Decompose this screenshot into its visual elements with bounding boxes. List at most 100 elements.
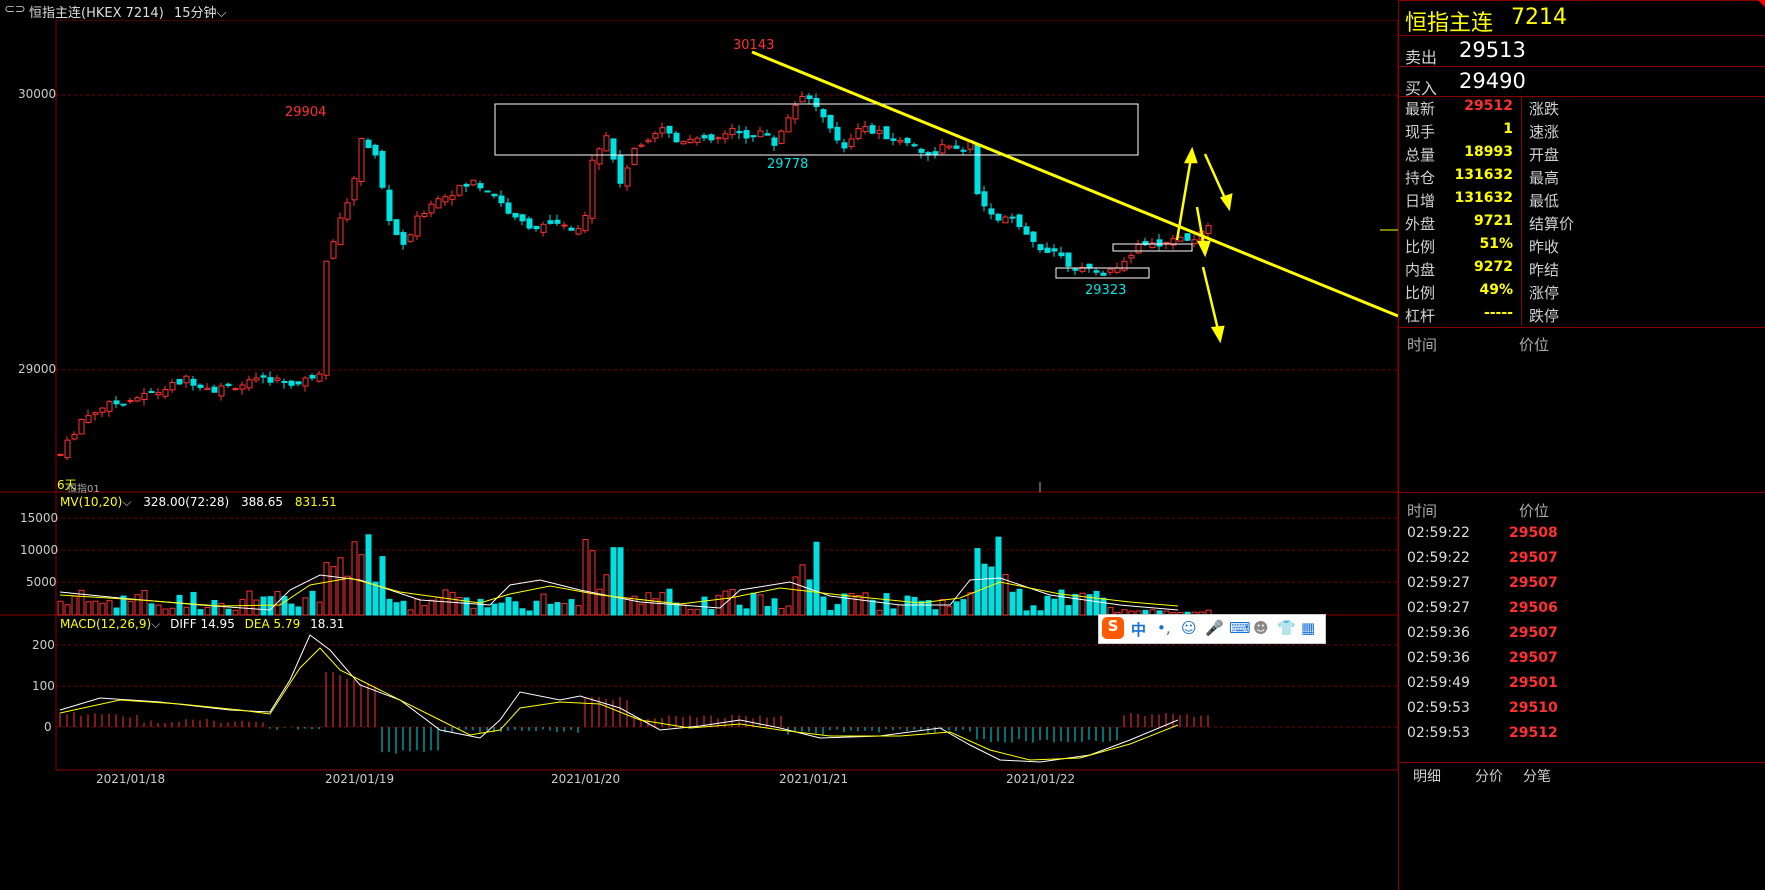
volume-bar	[589, 550, 596, 616]
quote-row-value: 9721	[1474, 213, 1513, 229]
candle-body	[526, 218, 533, 229]
date-label: 2021/01/19	[325, 772, 395, 786]
candle-body	[1121, 260, 1128, 271]
volume-bar	[638, 603, 645, 616]
candle-body	[197, 384, 204, 388]
skin-icon[interactable]: 👕	[1277, 619, 1296, 637]
volume-bar	[400, 600, 407, 616]
user-icon[interactable]: ☻	[1253, 619, 1269, 637]
candle-body	[358, 137, 365, 183]
candle-body	[463, 183, 470, 187]
volume-bar	[1002, 573, 1009, 616]
volume-bar	[498, 602, 505, 616]
vol-tick: 5000	[26, 575, 57, 589]
candle-body	[239, 384, 246, 390]
mv-legend[interactable]: MV(10,20)⌵ 328.00(72:28) 388.65 831.51	[60, 495, 337, 509]
tab-price-distribution[interactable]: 分价	[1475, 769, 1503, 785]
toolbox-icon[interactable]: ▦	[1301, 619, 1316, 637]
microphone-icon[interactable]: 🎤	[1205, 619, 1224, 637]
volume-bar	[183, 606, 190, 616]
punctuation-icon[interactable]: •,	[1157, 619, 1171, 637]
link-icon[interactable]: ⊂⊃	[4, 2, 26, 17]
candle-body	[806, 95, 813, 100]
tab-detail[interactable]: 明细	[1413, 769, 1441, 785]
volume-bar	[281, 596, 288, 616]
candle-body	[946, 145, 953, 149]
volume-bar	[1100, 597, 1107, 616]
candle-body	[1086, 263, 1093, 269]
candle-body	[183, 375, 190, 384]
macd-legend[interactable]: MACD(12,26,9)⌵ DIFF 14.95 DEA 5.79 18.31	[60, 617, 345, 631]
candle-body	[876, 129, 883, 134]
volume-bar	[414, 598, 421, 616]
volume-bar	[1058, 589, 1065, 616]
quote-row-right-label: 涨停	[1529, 284, 1560, 302]
candle-body	[890, 138, 897, 141]
volume-bar	[708, 609, 715, 616]
candle-body	[386, 189, 393, 222]
sogou-logo-icon[interactable]: S	[1102, 617, 1124, 639]
volume-bar	[92, 600, 99, 616]
volume-bar	[932, 609, 939, 616]
volume-bar	[610, 547, 617, 616]
candle-body	[785, 117, 792, 133]
candle-body	[869, 125, 876, 134]
candle-body	[659, 127, 666, 134]
kline-chart[interactable]	[0, 20, 1398, 890]
chart-header: ⊂⊃ 恒指主连(HKEX 7214) 15分钟⌵	[0, 0, 1398, 21]
emoji-icon[interactable]: ☺	[1181, 619, 1197, 637]
low-label: 29323	[1085, 283, 1127, 298]
candle-body	[694, 137, 701, 143]
corner-label: 6天	[57, 478, 77, 492]
candle-body	[64, 439, 71, 459]
quote-row-value: 131632	[1454, 167, 1513, 183]
candle-body	[1079, 266, 1086, 272]
price-label-29000: 29000	[18, 362, 57, 376]
volume-bar	[239, 598, 246, 616]
candle-body	[841, 142, 848, 149]
quote-row-label: 杠杆	[1405, 307, 1436, 325]
candle-body	[1156, 239, 1163, 247]
volume-bar	[897, 604, 904, 616]
tick-time: 02:59:36	[1407, 625, 1470, 641]
candle-body	[498, 195, 505, 204]
volume-bar	[631, 595, 638, 616]
macd-tick: 0	[44, 720, 52, 734]
volume-bar	[99, 602, 106, 616]
volume-bar	[701, 596, 708, 616]
volume-bar	[64, 604, 71, 616]
candle-body	[988, 208, 995, 215]
candle-body	[1030, 231, 1037, 242]
candle-body	[603, 135, 610, 152]
period-selector[interactable]: 15分钟⌵	[174, 6, 227, 21]
volume-bar	[862, 592, 869, 616]
candle-body	[148, 391, 155, 394]
candle-body	[169, 381, 176, 391]
breakout-box	[1112, 243, 1193, 252]
ime-toolbar[interactable]: S 中 •, ☺ 🎤 ⌨ ☻ 👕 ▦	[1098, 614, 1326, 644]
volume-bar	[911, 596, 918, 616]
candle-body	[106, 401, 113, 412]
tick-price: 29507	[1509, 650, 1558, 666]
chinese-mode-icon[interactable]: 中	[1131, 621, 1147, 639]
keyboard-icon[interactable]: ⌨	[1229, 619, 1251, 637]
quote-row-label: 现手	[1405, 123, 1436, 141]
volume-bar	[1086, 594, 1093, 616]
volume-bar	[785, 605, 792, 616]
candle-body	[540, 223, 547, 233]
candle-body	[414, 215, 421, 237]
candle-body	[953, 145, 960, 149]
candle-body	[393, 219, 400, 236]
volume-bar	[547, 603, 554, 616]
tab-trades[interactable]: 分笔	[1523, 769, 1551, 785]
candle-body	[575, 228, 582, 235]
candle-body	[827, 114, 834, 129]
volume-bar	[883, 593, 890, 616]
candle-body	[792, 104, 799, 120]
candle-body	[253, 377, 260, 381]
volume-bar	[848, 592, 855, 616]
arrow-down-icon	[1201, 266, 1222, 339]
volume-bar	[204, 606, 211, 616]
candle-body	[582, 215, 589, 232]
volume-bar	[113, 607, 120, 616]
